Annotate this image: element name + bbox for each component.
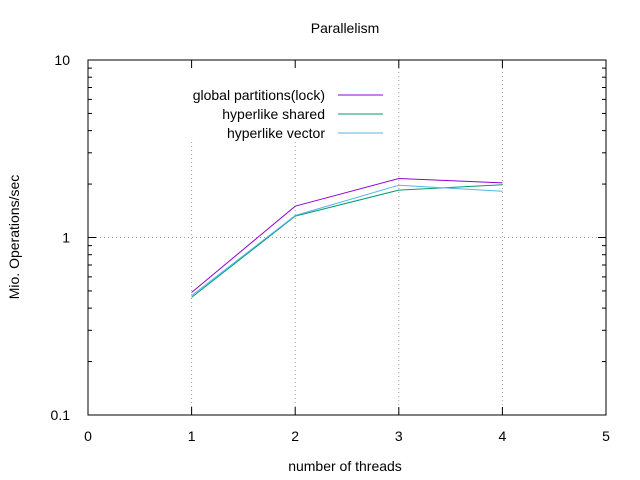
chart-title: Parallelism xyxy=(311,20,379,36)
x-tick-label: 4 xyxy=(499,428,507,444)
y-tick-label: 1 xyxy=(62,230,70,246)
y-tick-labels: 0.1 1 10 xyxy=(51,52,71,423)
series-line xyxy=(191,184,503,297)
y-axis-label: Mio. Operations/sec xyxy=(6,175,22,300)
plot-border xyxy=(87,59,607,416)
y-tick-label: 10 xyxy=(54,52,70,68)
legend: global partitions(lock) hyperlike shared h… xyxy=(193,87,383,141)
x-tick-label: 5 xyxy=(602,428,610,444)
legend-label: global partitions(lock) xyxy=(193,87,325,103)
series-lines xyxy=(191,177,503,298)
grid-lines xyxy=(88,60,606,415)
series-line xyxy=(191,177,503,293)
x-tick-labels: 0 1 2 3 4 5 xyxy=(84,428,610,444)
x-tick-label: 0 xyxy=(84,428,92,444)
legend-label: hyperlike shared xyxy=(222,106,325,122)
y-tick-label: 0.1 xyxy=(51,407,71,423)
x-axis-label: number of threads xyxy=(288,458,402,474)
x-tick-label: 3 xyxy=(395,428,403,444)
legend-label: hyperlike vector xyxy=(227,125,325,141)
series-line xyxy=(191,184,503,298)
x-tick-label: 1 xyxy=(188,428,196,444)
x-tick-label: 2 xyxy=(291,428,299,444)
